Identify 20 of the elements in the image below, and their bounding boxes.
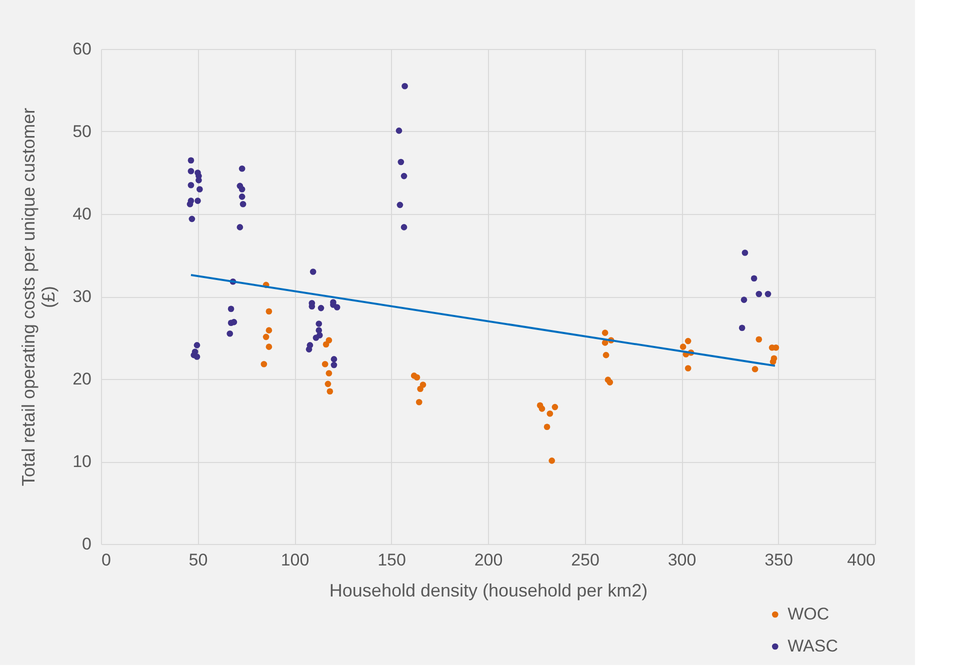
y-tick-label: 50	[72, 122, 92, 141]
x-axis-title: Household density (household per km2)	[329, 580, 648, 600]
x-tick-label: 0	[102, 550, 111, 570]
y-tick-label: 30	[72, 287, 92, 306]
x-tick-label: 250	[571, 550, 600, 570]
y-tick-label: 40	[72, 204, 92, 224]
x-tick-label: 50	[188, 550, 208, 570]
legend-label: WOC	[788, 604, 830, 624]
legend-label: WASC	[788, 636, 838, 656]
x-tick-label: 100	[280, 550, 310, 570]
y-tick-label: 60	[72, 40, 92, 58]
y-axis-title: Total retail operating costs per unique customer (£)	[18, 108, 59, 486]
y-tick-label: 10	[72, 452, 92, 471]
x-tick-label: 200	[474, 550, 503, 570]
x-tick-label: 400	[847, 550, 876, 570]
y-tick-label: 0	[82, 534, 92, 554]
x-tick-label: 350	[764, 550, 793, 570]
x-tick-label: 300	[668, 550, 696, 570]
x-tick-label: 150	[378, 550, 406, 570]
y-tick-label: 20	[72, 370, 92, 388]
